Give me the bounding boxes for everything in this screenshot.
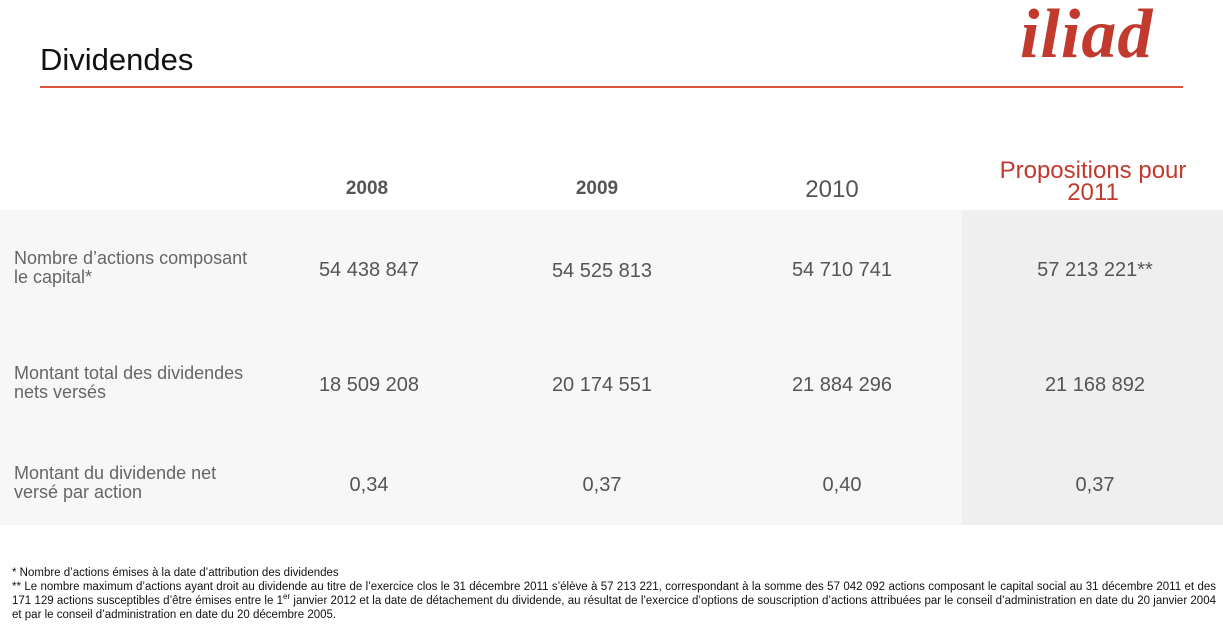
table-cell: 54 525 813 <box>551 260 653 282</box>
table-cell: 21 884 296 <box>791 374 893 396</box>
column-header-2008: 2008 <box>345 178 389 199</box>
table-cell: 21 168 892 <box>1044 374 1146 396</box>
table-cell: 18 509 208 <box>318 374 420 396</box>
column-header-2009: 2009 <box>575 178 619 199</box>
table-cell: 0,37 <box>1075 474 1115 496</box>
table-cell: 0,34 <box>349 474 389 496</box>
row-label-montant-total: Montant total des dividendes nets versés <box>14 363 244 402</box>
column-header-2010: 2010 <box>805 176 859 203</box>
table-cell: 0,40 <box>822 474 862 496</box>
column-header-proposal-2011: Propositions pour 2011 <box>999 157 1187 206</box>
table-cell: 54 438 847 <box>318 259 420 281</box>
footnotes: * Nombre d’actions émises à la date d’at… <box>12 566 1216 622</box>
footnote-2: ** Le nombre maximum d’actions ayant dro… <box>12 581 1216 621</box>
table-cell: 0,37 <box>582 474 622 496</box>
table-cell: 54 710 741 <box>791 259 893 281</box>
iliad-logo: iliad <box>1020 0 1154 73</box>
row-label-nombre-actions: Nombre d’actions composant le capital* <box>14 248 248 287</box>
footnote-1: * Nombre d’actions émises à la date d’at… <box>12 567 339 579</box>
row-label-dividende-par-action: Montant du dividende net versé par actio… <box>14 463 217 502</box>
table-cell: 20 174 551 <box>551 374 653 396</box>
page-title: Dividendes <box>40 42 194 77</box>
proposal-column-background <box>962 210 1223 525</box>
title-divider <box>40 86 1183 88</box>
table-cell: 57 213 221** <box>1037 259 1153 281</box>
